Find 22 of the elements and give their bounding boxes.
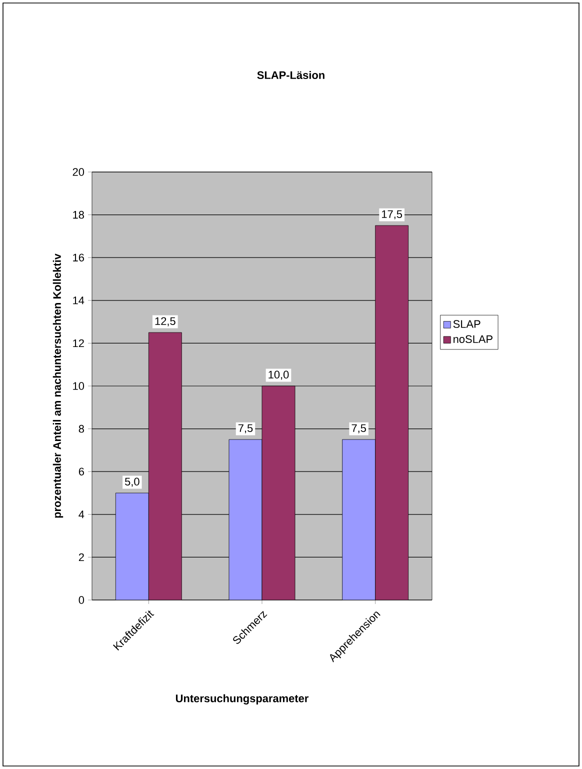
data-label: 7,5	[238, 424, 253, 434]
y-tick-label: 18	[73, 210, 84, 219]
y-tick-label: 4	[78, 510, 84, 518]
chart-title: SLAP-Läsion	[257, 70, 324, 80]
y-tick-label: 14	[73, 296, 84, 304]
y-tick-label: 12	[73, 339, 84, 348]
legend-label: noSLAP	[454, 335, 492, 344]
y-tick-label: 0	[78, 596, 84, 604]
y-axis-title: prozentualer Anteil am nachuntersuchten Kollektiv	[52, 254, 64, 518]
y-tick-label: 8	[78, 424, 84, 433]
y-tick-label: 16	[73, 254, 84, 262]
data-label: 7,5	[352, 424, 366, 434]
data-label: 10,0	[268, 370, 289, 380]
legend-label: SLAP	[453, 320, 480, 328]
y-tick-label: 10	[73, 382, 84, 390]
y-tick-label: 20	[72, 168, 84, 176]
x-axis-title: Untersuchungsparameter	[176, 694, 309, 704]
data-label: 17,5	[382, 210, 402, 220]
y-tick-label: 2	[78, 553, 84, 562]
data-label: 5,0	[124, 478, 140, 487]
y-tick-label: 6	[78, 468, 84, 476]
data-label: 12,5	[155, 317, 176, 326]
